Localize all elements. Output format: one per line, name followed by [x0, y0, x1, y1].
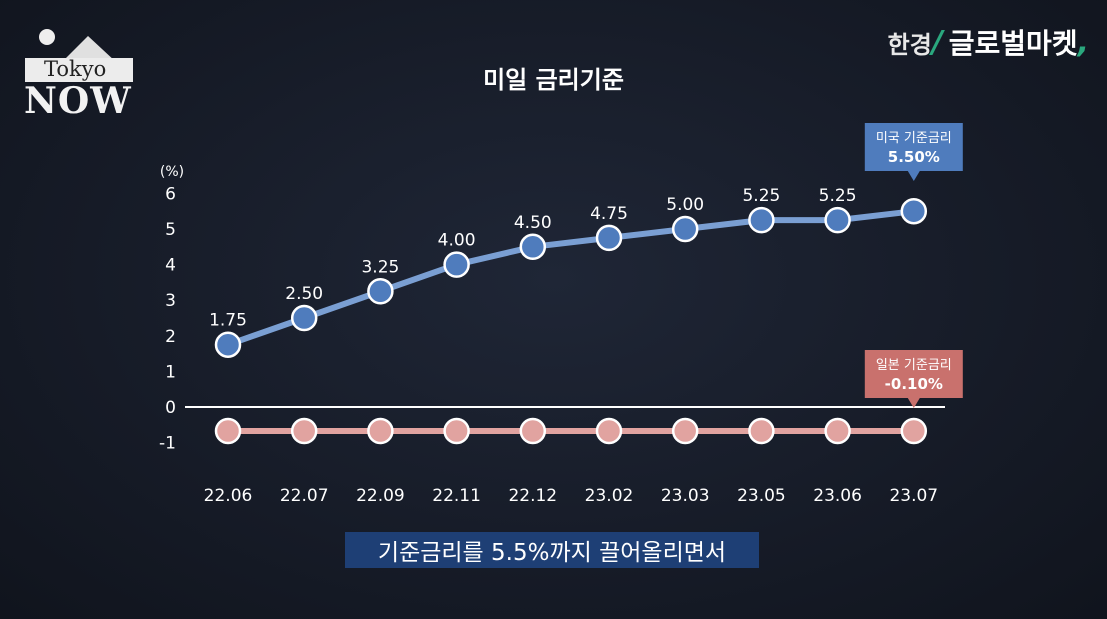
jp-callout-value: -0.10% [885, 375, 943, 393]
jp-rate-point [214, 417, 242, 445]
jp-rate-point [671, 417, 699, 445]
us-rate-point [443, 251, 470, 278]
logo-tokyo-text: Tokyo [44, 57, 107, 81]
callout-pointer [907, 398, 920, 408]
us-callout-value: 5.50% [888, 148, 940, 166]
us-rate-data-label: 3.25 [361, 257, 399, 277]
jp-rate-point [367, 417, 394, 445]
x-tick-label: 23.02 [585, 486, 634, 506]
x-tick-label: 22.09 [356, 486, 405, 506]
jp-rate-point [900, 417, 928, 445]
x-tick-label: 23.05 [737, 486, 786, 506]
jp-callout-name: 일본 기준금리 [876, 358, 952, 373]
jp-rate-point [443, 417, 470, 445]
y-tick-label: -1 [159, 434, 176, 454]
us-rate-data-label: 5.25 [819, 186, 857, 206]
x-tick-label: 22.07 [280, 486, 329, 506]
chart-title: 미일 금리기준 [483, 66, 624, 94]
mountain-icon [62, 36, 116, 62]
us-rate-data-label: 4.50 [514, 213, 552, 233]
y-tick-label: 5 [165, 220, 176, 240]
us-rate-point [824, 206, 851, 234]
brand-logo: 한경 / 글로벌마켓 , [888, 20, 1089, 64]
us-rate-data-label: 5.25 [742, 186, 780, 206]
logo-now-text: NOW [24, 80, 132, 122]
us-callout-box [864, 123, 963, 171]
brand-part2: 글로벌마켓 [948, 27, 1078, 60]
x-tick-label: 22.12 [508, 486, 557, 506]
jp-rate-point [290, 417, 318, 445]
jp-rate-point [748, 417, 775, 445]
us-rate-point [671, 215, 699, 243]
us-rate-point [214, 331, 242, 358]
y-tick-label: 1 [165, 362, 176, 382]
us-rate-data-label: 1.75 [209, 311, 247, 331]
us-callout-name: 미국 기준금리 [876, 131, 952, 146]
jp-rate-point [519, 417, 547, 445]
x-tick-label: 22.11 [432, 486, 481, 506]
x-tick-label: 23.03 [661, 486, 710, 506]
y-axis-unit-label: (%) [160, 164, 184, 180]
y-tick-label: 2 [165, 327, 176, 347]
us-rate-point [290, 304, 318, 332]
callout-pointer [907, 171, 920, 181]
y-tick-label: 3 [165, 291, 176, 311]
x-tick-label: 23.06 [813, 486, 862, 506]
jp-callout-box [864, 350, 963, 398]
us-rate-point [748, 206, 775, 234]
y-tick-label: 6 [165, 184, 176, 204]
us-rate-point [367, 278, 394, 305]
brand-slash-icon: , [1077, 24, 1089, 60]
brand-part1: 한경 [887, 30, 932, 59]
x-tick-label: 22.06 [204, 486, 253, 506]
tokyo-now-logo [20, 22, 140, 122]
jp-rate-point [824, 417, 851, 445]
us-rate-data-label: 4.75 [590, 204, 628, 224]
jp-rate-point [595, 417, 623, 445]
y-tick-label: 4 [165, 256, 176, 276]
us-rate-line [227, 208, 915, 348]
us-rate-point [519, 233, 547, 261]
us-rate-point [595, 224, 623, 252]
y-tick-label: 0 [165, 398, 176, 418]
us-rate-data-label: 2.50 [285, 284, 323, 304]
x-tick-label: 23.07 [889, 486, 938, 506]
us-rate-data-label: 4.00 [438, 231, 476, 251]
subtitle-caption: 기준금리를 5.5%까지 끌어올리면서 [345, 532, 759, 568]
us-rate-point [900, 197, 928, 225]
flower-icon [39, 29, 55, 45]
brand-slash-icon: / [931, 24, 943, 60]
us-rate-data-label: 5.00 [666, 195, 704, 215]
